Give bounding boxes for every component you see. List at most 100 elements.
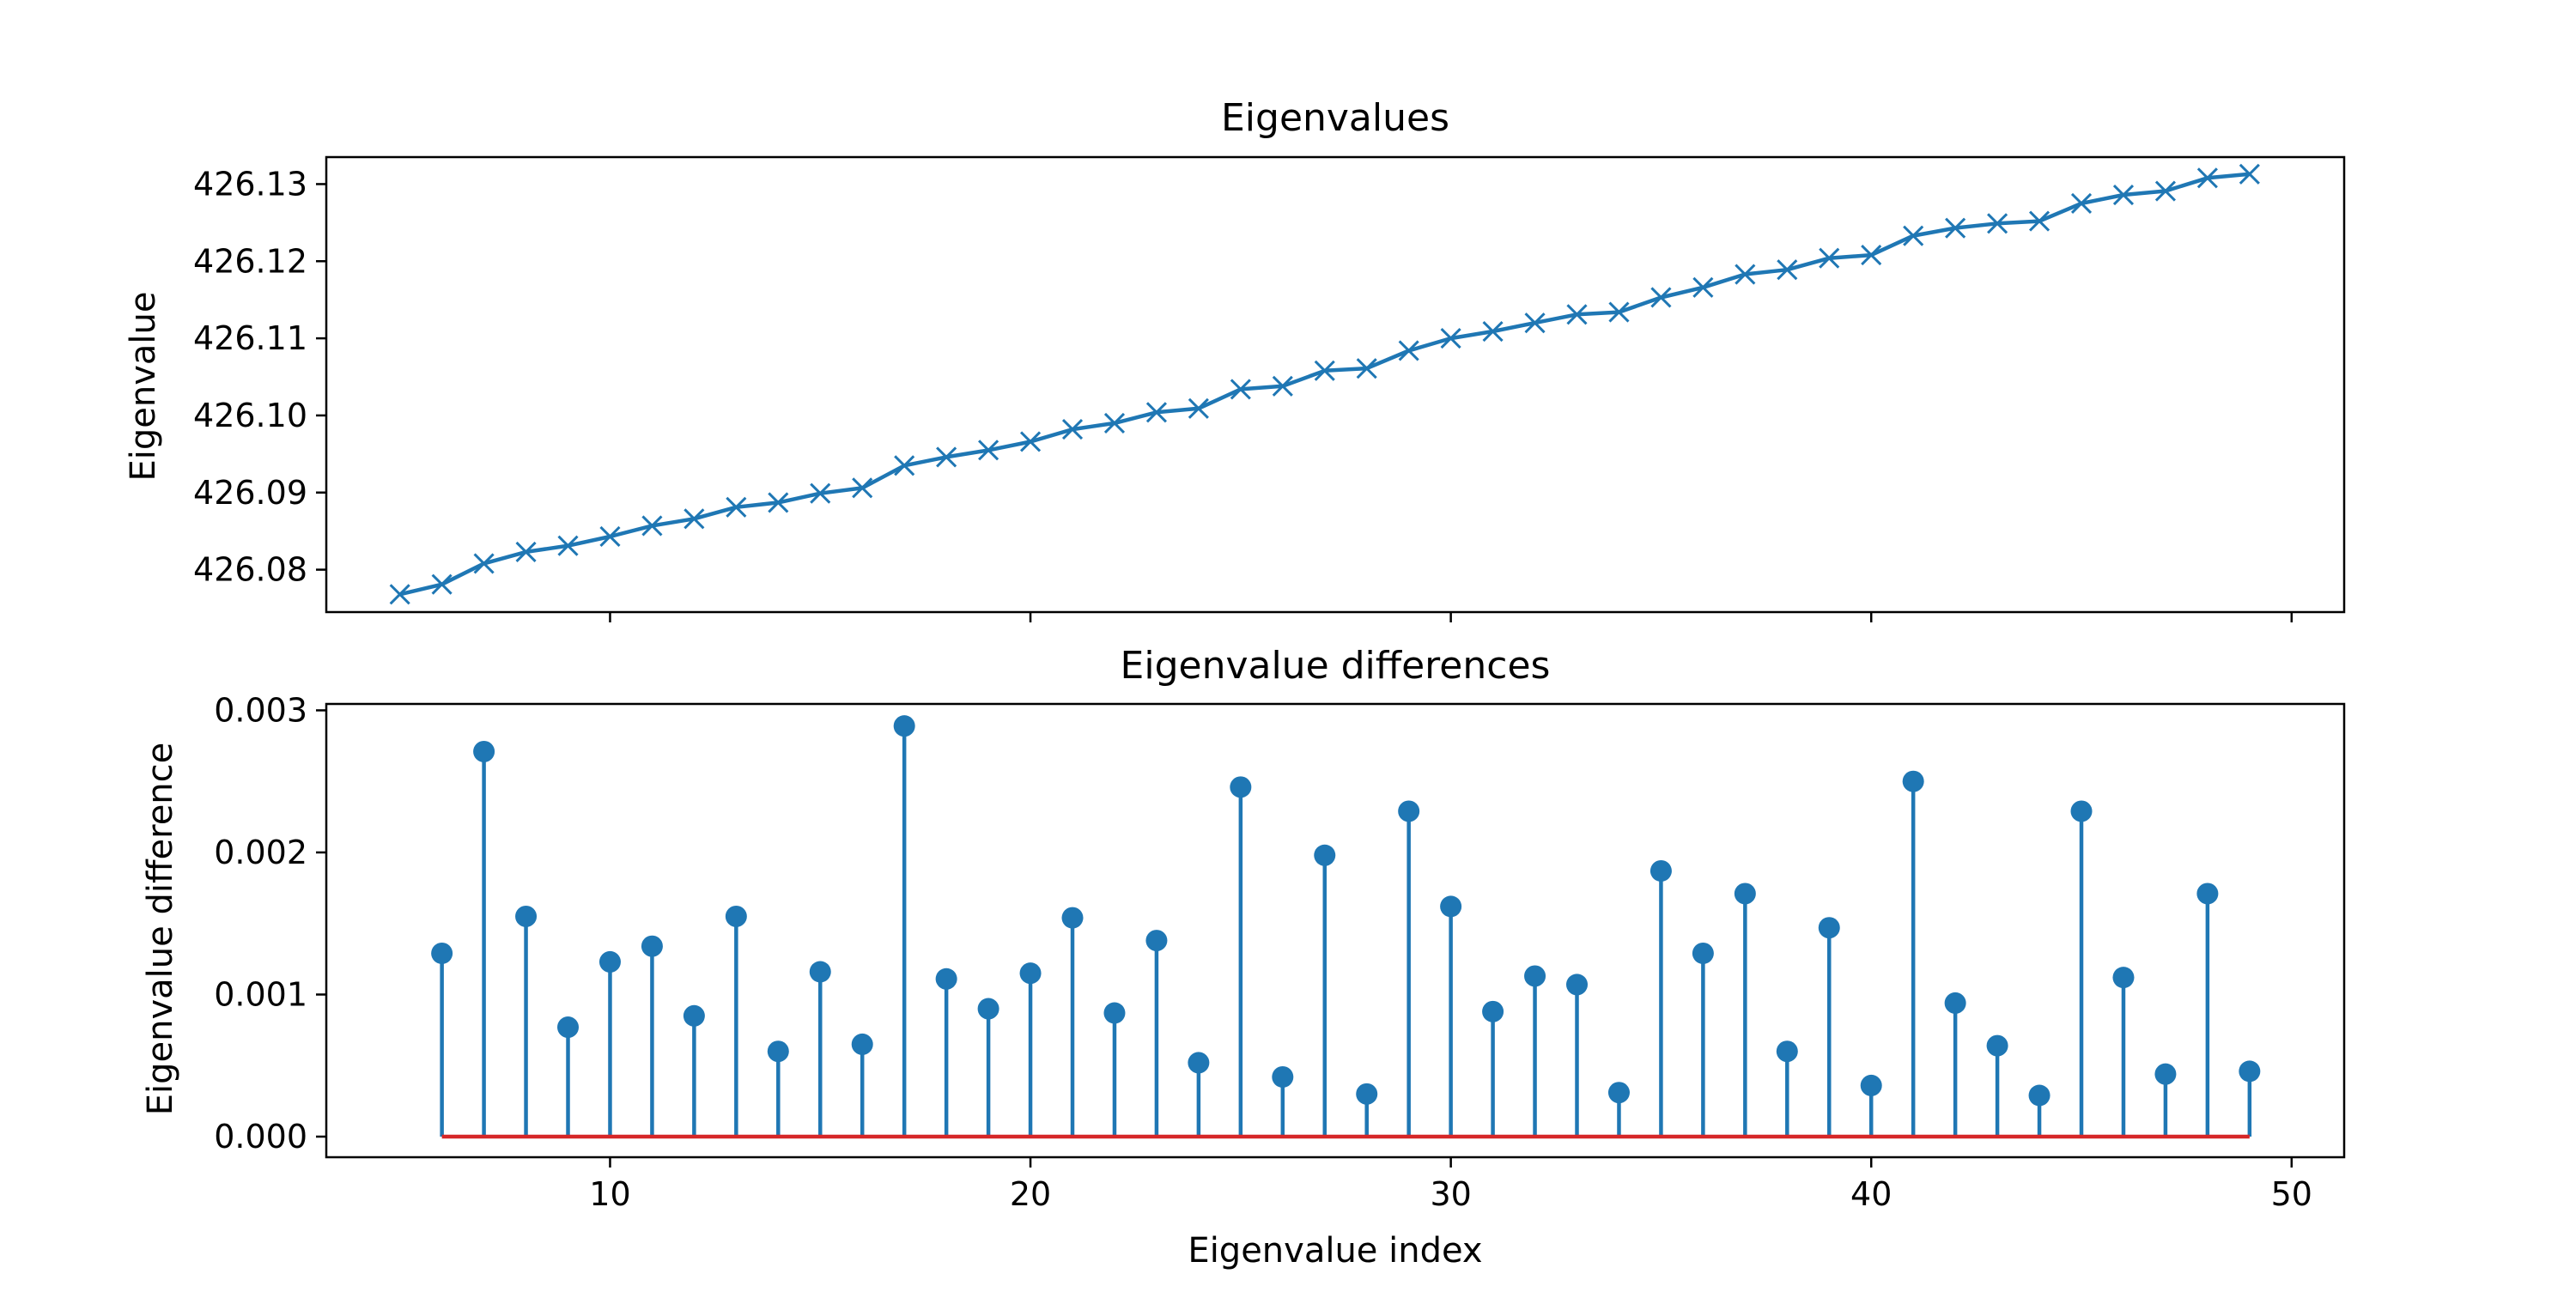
eigenvalues-title: Eigenvalues	[1221, 96, 1449, 140]
eigenvalue-point	[726, 496, 747, 518]
eigenvalue-point-stroke	[431, 573, 453, 595]
eigenvalue-point-stroke	[1188, 397, 1209, 419]
eigenvalue-point-stroke	[1482, 320, 1504, 343]
differences-axes-frame	[325, 702, 2346, 1159]
eigenvalue-point	[557, 535, 579, 556]
difference-marker	[1818, 917, 1840, 939]
eigenvalue-point-stroke	[1861, 245, 1882, 266]
difference-marker	[1314, 844, 1336, 866]
eigenvalue-point-stroke	[1524, 312, 1546, 334]
eigenvalue-point-stroke	[852, 477, 873, 499]
eigenvalue-point	[389, 584, 410, 605]
eigenvalue-point	[1987, 213, 2008, 234]
difference-marker	[557, 1016, 580, 1039]
difference-marker	[1902, 770, 1924, 792]
eigenvalues-axes-frame	[325, 155, 2346, 614]
differences-xtick-label: 30	[1430, 1175, 1471, 1213]
eigenvalue-point-stroke	[726, 496, 747, 518]
eigenvalue-point-stroke	[1230, 379, 1251, 400]
eigenvalue-point	[683, 508, 705, 530]
eigenvalue-point-stroke	[389, 584, 410, 605]
eigenvalue-point	[978, 440, 999, 461]
differences-panel: Eigenvalue differences Eigenvalue differ…	[141, 644, 2346, 1271]
differences-xtick-label: 50	[2271, 1175, 2312, 1213]
eigenvalue-point-stroke	[1145, 402, 1167, 423]
eigenvalue-point	[1861, 245, 1882, 266]
difference-marker	[1524, 965, 1546, 987]
eigenvalue-point-stroke	[1103, 412, 1126, 434]
eigenvalues-axes: 426.08 426.09 426.10 426.11 426.12 426.13	[193, 155, 2346, 622]
difference-marker	[1734, 883, 1756, 905]
differences-marks	[431, 715, 2261, 1139]
eigenvalue-point	[2028, 210, 2050, 232]
eigenvalue-point-stroke	[2239, 163, 2260, 185]
eigenvalue-point-stroke	[1903, 225, 1924, 246]
difference-marker	[1230, 776, 1252, 798]
eigenvalue-point-stroke	[1440, 328, 1461, 349]
eigenvalue-point-stroke	[1272, 375, 1293, 397]
eigenvalue-point-stroke	[1398, 340, 1419, 361]
difference-marker	[473, 740, 495, 762]
eigenvalue-point-stroke	[599, 525, 621, 548]
difference-marker	[1607, 1082, 1630, 1104]
difference-marker	[1356, 1083, 1378, 1105]
difference-marker	[1566, 974, 1589, 996]
differences-ytick-label: 0.002	[214, 834, 307, 871]
eigenvalue-point-stroke	[557, 535, 579, 556]
eigenvalue-point-stroke	[2028, 210, 2050, 232]
eigenvalues-ytick-label: 426.09	[193, 474, 307, 512]
eigenvalue-point	[852, 477, 873, 499]
eigenvalue-point-stroke	[641, 515, 663, 537]
eigenvalue-point-stroke	[978, 440, 999, 461]
eigenvalue-point-stroke	[1650, 287, 1672, 308]
difference-marker	[2028, 1084, 2050, 1107]
difference-marker	[809, 961, 831, 983]
difference-marker	[1103, 1002, 1126, 1024]
difference-marker	[2154, 1063, 2177, 1085]
eigenvalue-point	[768, 492, 789, 513]
eigenvalue-point	[1819, 247, 1840, 269]
eigenvalue-point	[473, 553, 495, 574]
difference-marker	[1188, 1052, 1210, 1074]
eigenvalue-point	[1314, 360, 1335, 381]
differences-xtick-label: 20	[1010, 1175, 1051, 1213]
eigenvalue-point-stroke	[1692, 276, 1714, 298]
differences-axes: 0.000 0.001 0.002 0.003 10 20 30 40 50	[214, 691, 2346, 1213]
eigenvalue-point-stroke	[1777, 259, 1798, 281]
difference-marker	[1944, 992, 1966, 1014]
eigenvalue-point-stroke	[1608, 301, 1630, 323]
eigenvalues-ytick-label: 426.12	[193, 242, 307, 280]
eigenvalue-point	[2196, 167, 2218, 189]
difference-marker	[2196, 883, 2219, 905]
eigenvalue-point	[1440, 328, 1461, 349]
eigenvalue-point	[1566, 304, 1588, 325]
difference-marker	[2239, 1060, 2261, 1083]
difference-marker	[725, 905, 747, 927]
eigenvalue-point-stroke	[1566, 304, 1588, 325]
eigenvalue-point	[2239, 163, 2260, 185]
difference-marker	[2112, 967, 2135, 989]
difference-marker	[1440, 895, 1462, 918]
eigenvalue-point	[1945, 217, 1966, 239]
eigenvalue-point-stroke	[1356, 358, 1377, 379]
eigenvalue-point-stroke	[1819, 247, 1840, 269]
difference-marker	[767, 1040, 789, 1063]
differences-xtick-label: 40	[1850, 1175, 1892, 1213]
eigenvalue-point	[1145, 402, 1167, 423]
eigenvalue-point	[1524, 312, 1546, 334]
eigenvalue-point-stroke	[2154, 180, 2176, 202]
eigenvalue-point-stroke	[683, 508, 705, 530]
eigenvalue-point	[1188, 397, 1209, 419]
difference-marker	[851, 1033, 873, 1055]
difference-marker	[1061, 907, 1084, 929]
eigenvalue-point-stroke	[810, 482, 831, 504]
difference-marker	[515, 905, 538, 927]
differences-xtick-label: 10	[589, 1175, 630, 1213]
differences-ytick-label: 0.001	[214, 975, 307, 1013]
eigenvalue-point	[1608, 301, 1630, 323]
eigenvalues-ytick-label: 426.11	[193, 319, 307, 357]
eigenvalue-point	[1650, 287, 1672, 308]
eigenvalue-point	[1903, 225, 1924, 246]
